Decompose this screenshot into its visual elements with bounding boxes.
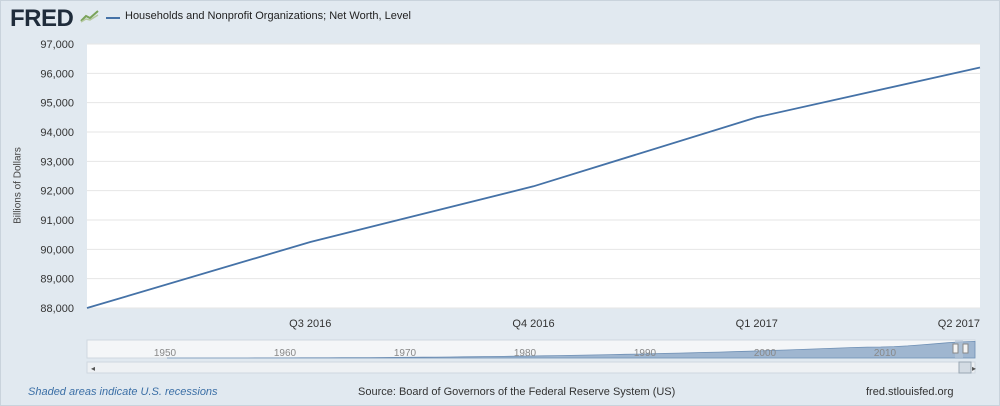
scrollbar-thumb[interactable]: [958, 361, 972, 374]
navigator-year-label: 2010: [874, 348, 897, 359]
chart-header: FRED Households and Nonprofit Organizati…: [0, 0, 1000, 40]
y-tick-label: 95,000: [40, 98, 74, 110]
navigator-selection: [955, 340, 963, 358]
scroll-right-icon[interactable]: ▸: [972, 364, 976, 373]
fred-logo[interactable]: FRED: [10, 5, 74, 32]
series-line: [86, 66, 981, 309]
recession-note: Shaded areas indicate U.S. recessions: [28, 386, 218, 398]
chart-line-icon: [80, 10, 99, 23]
navigator-year-label: 2000: [754, 348, 777, 359]
navigator-handle-left[interactable]: [952, 343, 959, 354]
x-tick-label: Q2 2017: [938, 318, 980, 330]
y-tick-label: 93,000: [40, 156, 74, 168]
x-tick-label: Q4 2016: [512, 318, 554, 330]
site-link[interactable]: fred.stlouisfed.org: [866, 386, 954, 398]
legend-series-label[interactable]: Households and Nonprofit Organizations; …: [125, 10, 411, 22]
y-tick-label: 94,000: [40, 127, 74, 139]
navigator-year-label: 1970: [394, 348, 417, 359]
y-tick-label: 89,000: [40, 274, 74, 286]
scroll-left-icon[interactable]: ◂: [91, 364, 95, 373]
navigator-area: [167, 340, 976, 359]
y-tick-label: 92,000: [40, 186, 74, 198]
y-tick-label: 97,000: [40, 39, 74, 51]
navigator-year-label: 1990: [634, 348, 657, 359]
y-tick-label: 91,000: [40, 215, 74, 227]
y-tick-label: 90,000: [40, 244, 74, 256]
y-tick-label: 88,000: [40, 303, 74, 315]
navigator-handle-right[interactable]: [962, 343, 969, 354]
scrollbar-track[interactable]: [86, 361, 976, 374]
navigator-year-label: 1950: [154, 348, 177, 359]
y-tick-label: 96,000: [40, 68, 74, 80]
source-note: Source: Board of Governors of the Federa…: [358, 386, 676, 398]
x-tick-label: Q1 2017: [736, 318, 778, 330]
legend-swatch: [106, 17, 120, 19]
navigator-year-label: 1980: [514, 348, 537, 359]
x-tick-label: Q3 2016: [289, 318, 331, 330]
navigator-year-label: 1960: [274, 348, 297, 359]
